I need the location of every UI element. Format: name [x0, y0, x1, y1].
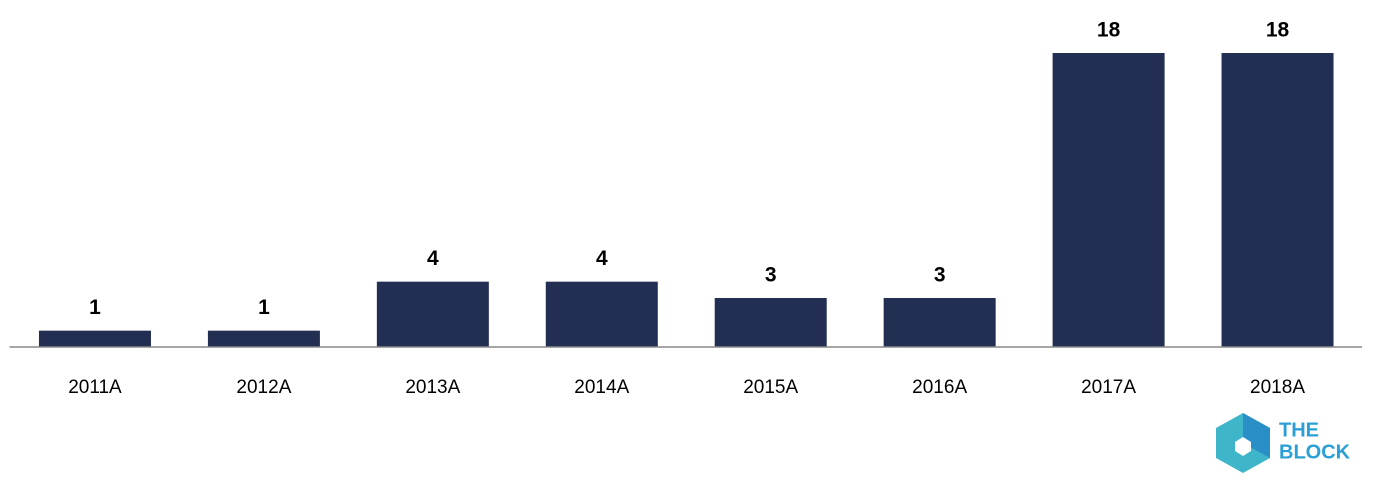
bar — [376, 281, 489, 347]
logo-text: BLOCK — [1279, 441, 1351, 463]
logo-cube — [1235, 437, 1251, 456]
bar — [1221, 53, 1334, 347]
bar — [38, 330, 151, 347]
bar — [545, 281, 658, 347]
data-label: 3 — [765, 264, 777, 287]
data-label: 4 — [427, 247, 439, 270]
data-label: 1 — [258, 296, 270, 319]
x-tick-label: 2012A — [236, 377, 291, 398]
logo-text: THE — [1279, 419, 1319, 441]
data-label: 18 — [1266, 19, 1290, 42]
data-label: 18 — [1097, 19, 1121, 42]
x-tick-label: 2011A — [68, 377, 122, 398]
bar — [714, 298, 827, 347]
x-tick-label: 2016A — [912, 377, 967, 398]
bar — [1052, 53, 1165, 347]
data-label: 4 — [596, 247, 608, 270]
data-label: 1 — [89, 296, 101, 319]
x-tick-label: 2017A — [1081, 377, 1136, 398]
bar — [883, 298, 996, 347]
logo: THE BLOCK — [1216, 413, 1351, 473]
data-label: 3 — [934, 264, 946, 287]
x-tick-label: 2018A — [1250, 377, 1305, 398]
x-tick-label: 2014A — [574, 377, 629, 398]
x-tick-label: 2013A — [405, 377, 460, 398]
bar — [207, 330, 320, 347]
x-tick-label: 2015A — [743, 377, 798, 398]
